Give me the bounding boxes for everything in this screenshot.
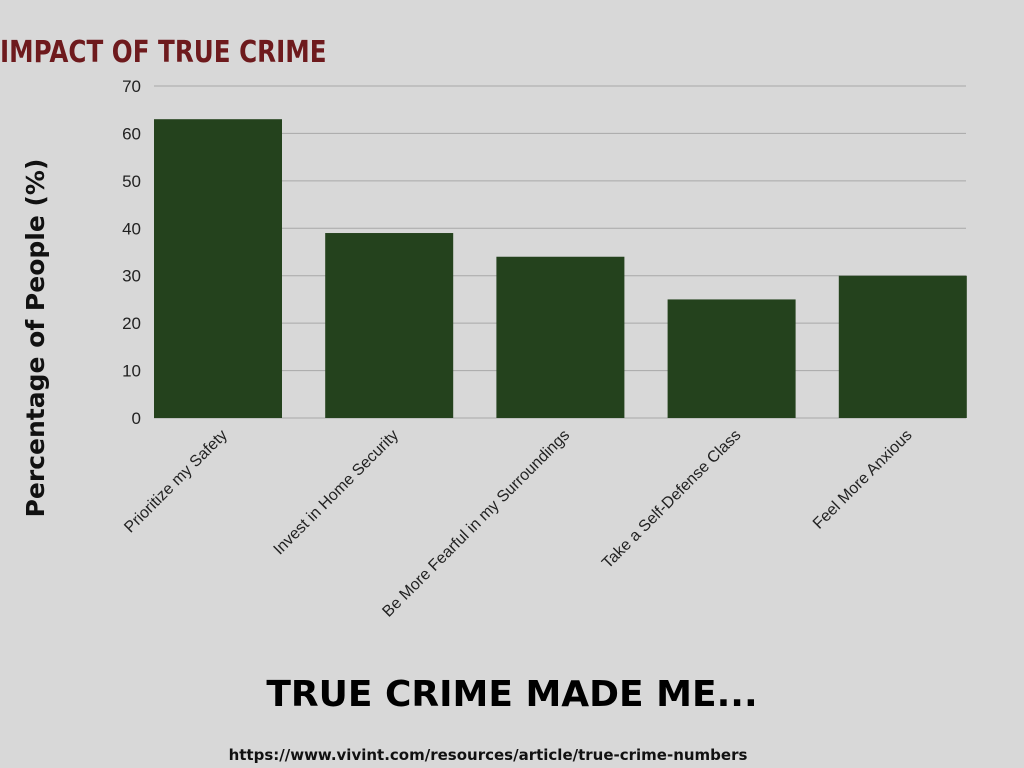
y-tick-label: 50 [122, 172, 141, 191]
y-tick-label: 30 [122, 267, 141, 286]
y-tick-label: 20 [122, 314, 141, 333]
bar [325, 233, 454, 418]
bar [154, 119, 282, 418]
x-category-label: Feel More Anxious [810, 427, 916, 533]
bar [496, 256, 625, 418]
source-url: https://www.vivint.com/resources/article… [229, 746, 748, 764]
bar [838, 275, 967, 418]
x-axis-label: TRUE CRIME MADE ME... [266, 674, 757, 715]
y-axis-ticks: 0 10 20 30 40 50 60 70 [122, 77, 141, 428]
y-tick-label: 60 [122, 124, 141, 143]
x-category-label: Invest in Home Security [271, 427, 402, 558]
x-category-label: Take a Self-Defense Class [599, 427, 744, 572]
y-tick-label: 40 [122, 219, 141, 238]
chart-title: IMPACT OF TRUE CRIME [0, 36, 326, 70]
x-category-label: Prioritize my Safety [121, 427, 230, 536]
bars [154, 119, 967, 418]
x-category-label: Be More Fearful in my Surroundings [379, 427, 573, 621]
x-axis-categories: Prioritize my Safety Invest in Home Secur… [121, 427, 915, 621]
bar [667, 299, 796, 418]
y-tick-label: 70 [122, 77, 141, 96]
y-axis-label: Percentage of People (%) [21, 159, 50, 518]
y-tick-label: 10 [122, 362, 141, 381]
y-tick-label: 0 [132, 409, 141, 428]
